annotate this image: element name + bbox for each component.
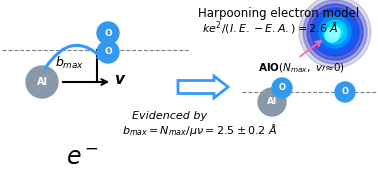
Text: Al: Al — [267, 98, 277, 107]
Text: $\boldsymbol{b_{max}}$: $\boldsymbol{b_{max}}$ — [56, 55, 85, 71]
Text: $\boldsymbol{v}$: $\boldsymbol{v}$ — [114, 71, 126, 87]
Circle shape — [272, 78, 292, 98]
Circle shape — [311, 8, 359, 56]
Text: O: O — [104, 28, 112, 37]
Circle shape — [323, 20, 347, 44]
Text: $ke^2/(I.E.-E.A.) = 2.6$ Å: $ke^2/(I.E.-E.A.) = 2.6$ Å — [202, 20, 339, 37]
FancyArrow shape — [178, 76, 228, 98]
Text: Al: Al — [37, 77, 48, 87]
Text: $\mathbf{AlO}(N_{max},\ v\prime\!\approx\!0)$: $\mathbf{AlO}(N_{max},\ v\prime\!\approx… — [258, 61, 345, 75]
Text: Evidenced by: Evidenced by — [132, 111, 207, 121]
Text: O: O — [104, 48, 112, 57]
Circle shape — [258, 88, 286, 116]
Text: $e^-$: $e^-$ — [65, 146, 99, 170]
Circle shape — [299, 0, 371, 68]
Circle shape — [330, 27, 340, 37]
Circle shape — [97, 22, 119, 44]
Circle shape — [327, 24, 343, 40]
Text: Harpooning electron model: Harpooning electron model — [198, 7, 359, 20]
Text: O: O — [279, 84, 285, 93]
Text: $b_{max}=N_{max}/\mu\nu =2.5 \pm 0.2$ Å: $b_{max}=N_{max}/\mu\nu =2.5 \pm 0.2$ Å — [122, 122, 277, 138]
Circle shape — [26, 66, 58, 98]
Circle shape — [303, 0, 367, 64]
Circle shape — [335, 82, 355, 102]
Circle shape — [307, 4, 363, 60]
Circle shape — [97, 41, 119, 63]
Circle shape — [315, 12, 355, 52]
Circle shape — [325, 28, 339, 42]
Circle shape — [319, 16, 351, 48]
Circle shape — [332, 29, 338, 35]
Text: O: O — [341, 87, 349, 96]
